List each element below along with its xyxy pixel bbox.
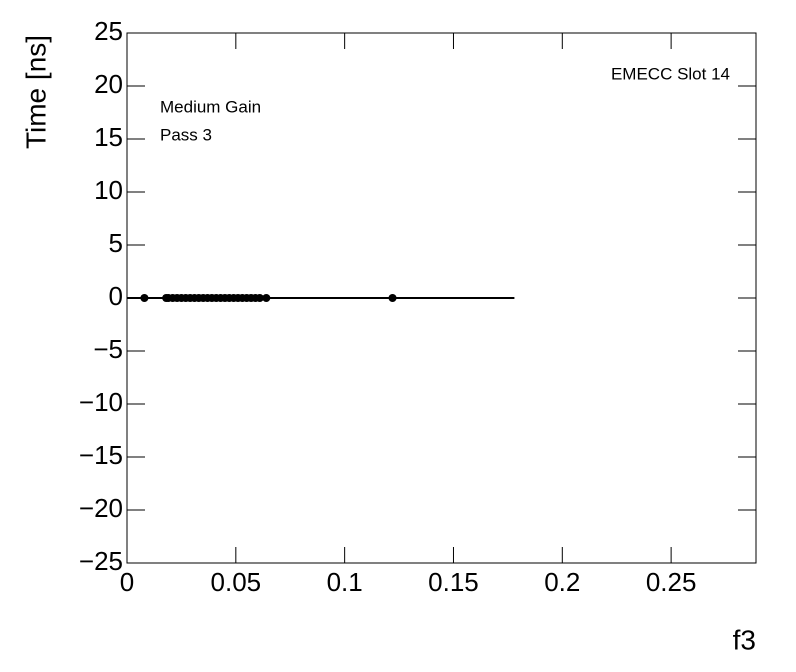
data-point	[262, 294, 271, 302]
y-tick-label: 25	[94, 16, 123, 46]
annotation: Pass 3	[160, 125, 212, 144]
data-point	[140, 294, 149, 302]
y-tick-label: 5	[109, 228, 123, 258]
y-tick-label: −15	[79, 440, 123, 470]
y-tick-label: 15	[94, 122, 123, 152]
y-tick-label: −20	[79, 493, 123, 523]
x-tick-label: 0.25	[646, 567, 697, 597]
x-tick-label: 0.2	[544, 567, 580, 597]
x-axis-title: f3	[733, 624, 756, 655]
y-tick-label: 20	[94, 69, 123, 99]
annotation: EMECC Slot 14	[611, 64, 730, 83]
y-axis-title: Time [ns]	[20, 35, 51, 149]
data-point	[388, 294, 397, 302]
y-tick-label: −5	[93, 334, 123, 364]
x-tick-label: 0.1	[327, 567, 363, 597]
data-point	[255, 294, 264, 302]
y-tick-label: 10	[94, 175, 123, 205]
x-tick-label: 0	[120, 567, 134, 597]
x-tick-label: 0.05	[211, 567, 262, 597]
x-tick-label: 0.15	[428, 567, 479, 597]
annotation: Medium Gain	[160, 97, 261, 116]
y-tick-label: 0	[109, 281, 123, 311]
y-tick-label: −25	[79, 546, 123, 576]
y-tick-label: −10	[79, 387, 123, 417]
